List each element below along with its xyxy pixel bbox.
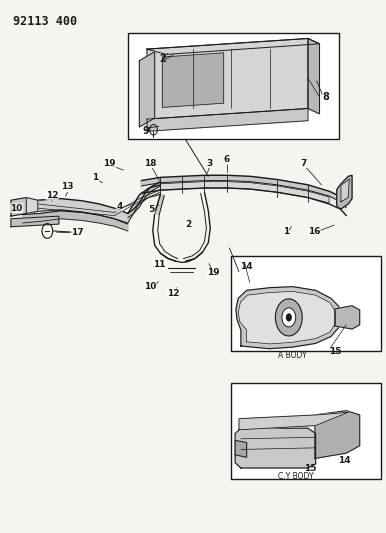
Bar <box>231 256 381 351</box>
Polygon shape <box>161 182 329 203</box>
Bar <box>231 383 381 479</box>
Text: 10: 10 <box>144 282 156 291</box>
Text: 15: 15 <box>304 464 317 473</box>
Polygon shape <box>22 211 128 231</box>
Circle shape <box>282 308 296 327</box>
Polygon shape <box>141 175 346 216</box>
Text: 19: 19 <box>207 268 220 277</box>
Text: 5: 5 <box>149 205 155 214</box>
Text: 16: 16 <box>308 227 320 236</box>
Text: 1: 1 <box>283 227 289 236</box>
Polygon shape <box>147 109 308 131</box>
Text: C,Y BODY: C,Y BODY <box>278 472 314 481</box>
Text: 9: 9 <box>142 126 149 136</box>
Text: 12: 12 <box>46 191 58 200</box>
Polygon shape <box>11 198 30 216</box>
Polygon shape <box>341 179 349 202</box>
Text: 14: 14 <box>240 262 252 271</box>
Polygon shape <box>22 185 161 223</box>
Polygon shape <box>236 287 340 349</box>
Text: 12: 12 <box>167 288 179 297</box>
Text: 10: 10 <box>10 204 23 213</box>
Polygon shape <box>147 38 308 119</box>
Polygon shape <box>139 52 155 127</box>
Text: 3: 3 <box>207 159 213 167</box>
Polygon shape <box>163 53 223 108</box>
Polygon shape <box>337 175 352 209</box>
Text: 4: 4 <box>116 202 123 211</box>
Text: 15: 15 <box>329 347 342 356</box>
Polygon shape <box>155 195 164 215</box>
Polygon shape <box>308 38 320 114</box>
Polygon shape <box>335 306 360 329</box>
Text: 1: 1 <box>92 173 98 182</box>
Text: 19: 19 <box>103 159 116 167</box>
Polygon shape <box>235 440 247 457</box>
Text: 13: 13 <box>61 182 74 191</box>
Text: A BODY: A BODY <box>278 351 307 360</box>
Polygon shape <box>239 413 348 430</box>
Text: 11: 11 <box>153 261 166 269</box>
Polygon shape <box>235 428 316 468</box>
Polygon shape <box>141 175 346 208</box>
Text: 17: 17 <box>71 228 84 237</box>
Polygon shape <box>26 198 38 214</box>
Bar <box>128 33 339 139</box>
Polygon shape <box>315 411 360 458</box>
Text: 8: 8 <box>323 92 329 102</box>
Polygon shape <box>238 292 335 344</box>
Circle shape <box>286 314 291 321</box>
Text: 2: 2 <box>185 220 191 229</box>
Text: 18: 18 <box>144 159 156 167</box>
Polygon shape <box>11 216 59 227</box>
Polygon shape <box>147 38 320 54</box>
Text: 92113 400: 92113 400 <box>13 14 77 28</box>
Text: 2: 2 <box>159 54 166 63</box>
Text: 14: 14 <box>338 456 350 465</box>
Text: 6: 6 <box>223 155 230 164</box>
Text: 7: 7 <box>300 159 306 167</box>
Polygon shape <box>128 182 161 217</box>
Circle shape <box>275 299 302 336</box>
